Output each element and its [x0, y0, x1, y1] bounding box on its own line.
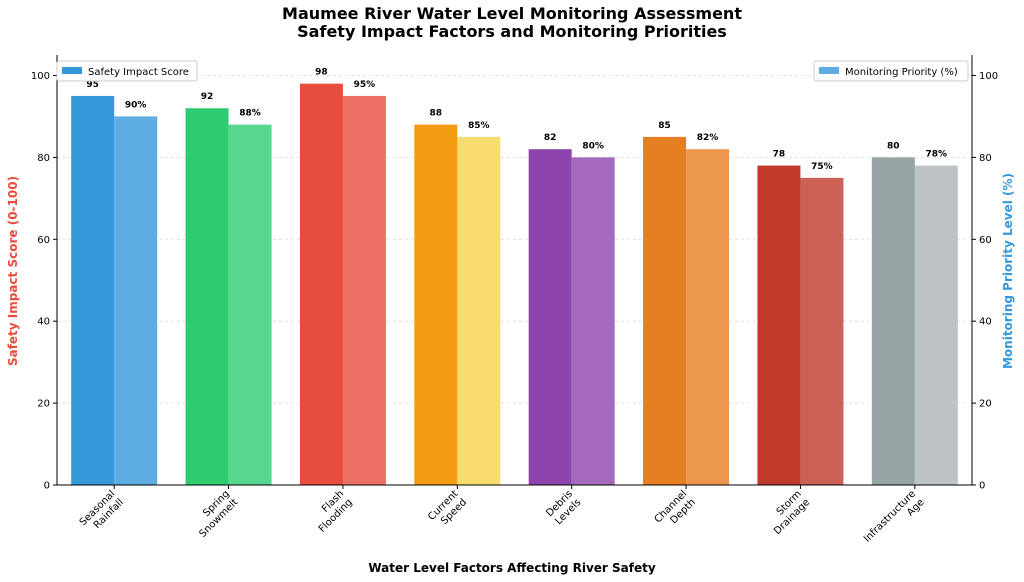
y-tick-label-left: 80: [37, 153, 50, 164]
bar-monitoring-priority: [571, 157, 615, 485]
legend-box: [813, 60, 969, 82]
bar-monitoring-priority: [686, 149, 730, 485]
y-tick-label-right: 20: [979, 399, 992, 410]
y-tick-label-left: 0: [44, 481, 50, 492]
bar-safety-impact: [299, 83, 343, 486]
bar-safety-impact: [71, 95, 115, 485]
data-label: 92: [201, 92, 214, 102]
y-tick-label-right: 60: [979, 235, 992, 246]
bar-monitoring-priority: [800, 177, 844, 485]
data-label: 95: [86, 80, 99, 90]
legend-top-left: Safety Impact Score: [56, 60, 198, 82]
bar-monitoring-priority: [342, 95, 386, 485]
data-label: 78%: [926, 150, 948, 160]
y-axis-label-left: Safety Impact Score (0-100): [6, 176, 20, 366]
bars: [71, 83, 958, 486]
y-tick-label-left: 60: [37, 235, 50, 246]
data-label: 75%: [811, 162, 833, 172]
y-axis-label-right: Monitoring Priority Level (%): [1001, 173, 1015, 369]
bar-safety-impact: [871, 157, 915, 485]
data-label: 82: [544, 133, 557, 143]
bar-safety-impact: [528, 149, 572, 485]
data-label: 80: [887, 141, 900, 151]
data-label: 80%: [582, 141, 604, 151]
y-tick-label-right: 80: [979, 153, 992, 164]
y-tick-label-right: 0: [979, 481, 985, 492]
bar-monitoring-priority: [228, 124, 272, 485]
data-label: 78: [773, 150, 786, 160]
y-tick-label-right: 100: [979, 71, 998, 82]
data-label: 98: [315, 68, 328, 78]
bar-safety-impact: [414, 124, 458, 485]
data-label: 88%: [239, 109, 261, 119]
bar-safety-impact: [757, 165, 801, 486]
data-label: 82%: [697, 133, 719, 143]
x-axis-label: Water Level Factors Affecting River Safe…: [368, 561, 656, 575]
legend-label: Monitoring Priority (%): [845, 67, 958, 78]
legend-label: Safety Impact Score: [88, 67, 189, 78]
data-label: 90%: [125, 100, 147, 110]
legend-swatch: [62, 67, 82, 74]
legend-box: [56, 60, 198, 82]
bar-monitoring-priority: [914, 165, 958, 486]
chart-title-line2: Safety Impact Factors and Monitoring Pri…: [297, 22, 727, 41]
bar-safety-impact: [643, 136, 687, 485]
data-labels: 95 90% 92 88% 98 95% 88 85% 82 80% 85 82% 78 75% 80 78%: [86, 68, 947, 172]
data-label: 85%: [468, 121, 490, 131]
bar-monitoring-priority: [114, 116, 158, 485]
y-tick-label-right: 40: [979, 317, 992, 328]
legend-top-right: Monitoring Priority (%): [813, 60, 969, 82]
axes: 0 0 20 20 40 40 60 60 80 80 100 100 SeasonalRainfall…: [31, 55, 998, 545]
y-tick-label-left: 40: [37, 317, 50, 328]
legend-swatch: [819, 67, 839, 74]
legends: Safety Impact Score Monitoring Priority (…: [56, 60, 969, 82]
data-label: 95%: [354, 80, 376, 90]
y-tick-label-left: 100: [31, 71, 50, 82]
chart-title-line1: Maumee River Water Level Monitoring Asse…: [282, 4, 742, 23]
data-label: 85: [658, 121, 671, 131]
y-tick-label-left: 20: [37, 399, 50, 410]
bar-monitoring-priority: [457, 136, 501, 485]
bar-safety-impact: [185, 108, 229, 485]
data-label: 88: [430, 109, 443, 119]
